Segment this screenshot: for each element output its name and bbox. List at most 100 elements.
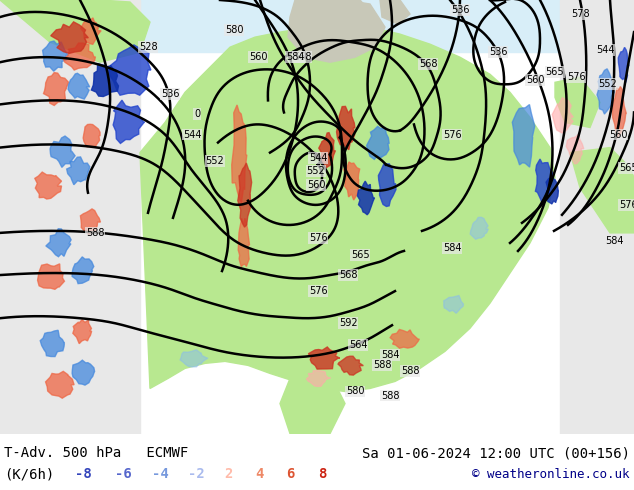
- Polygon shape: [50, 136, 75, 168]
- Text: 536: 536: [489, 47, 507, 57]
- Text: 560: 560: [249, 52, 268, 62]
- Polygon shape: [535, 159, 552, 204]
- Text: 552: 552: [307, 166, 325, 175]
- Text: -4: -4: [152, 467, 169, 482]
- Polygon shape: [612, 87, 626, 138]
- Polygon shape: [335, 0, 375, 32]
- Bar: [0, 0, 634, 52]
- Text: 6: 6: [286, 467, 294, 482]
- Polygon shape: [546, 173, 559, 204]
- Text: 584: 584: [605, 236, 623, 246]
- Polygon shape: [390, 329, 419, 348]
- Text: 528: 528: [139, 42, 157, 52]
- Polygon shape: [63, 43, 95, 70]
- Polygon shape: [67, 157, 90, 185]
- Text: 544: 544: [309, 152, 327, 163]
- Polygon shape: [555, 77, 600, 127]
- Text: 560: 560: [609, 129, 627, 140]
- Polygon shape: [40, 330, 65, 357]
- Polygon shape: [46, 229, 71, 257]
- Text: 584: 584: [443, 243, 462, 253]
- Polygon shape: [140, 24, 555, 392]
- Polygon shape: [0, 0, 150, 62]
- Text: 565: 565: [619, 163, 634, 172]
- Text: Sa 01-06-2024 12:00 UTC (00+156): Sa 01-06-2024 12:00 UTC (00+156): [362, 446, 630, 460]
- Polygon shape: [46, 371, 74, 398]
- Text: 576: 576: [309, 286, 327, 296]
- Polygon shape: [306, 370, 330, 387]
- Text: 2: 2: [224, 467, 233, 482]
- Text: © weatheronline.co.uk: © weatheronline.co.uk: [472, 468, 630, 481]
- Polygon shape: [338, 356, 363, 375]
- Text: 568: 568: [293, 52, 311, 62]
- Polygon shape: [238, 218, 250, 267]
- Text: 565: 565: [351, 250, 370, 260]
- Bar: [560, 0, 634, 434]
- Polygon shape: [358, 181, 375, 215]
- Text: 580: 580: [346, 387, 365, 396]
- Polygon shape: [597, 69, 614, 114]
- Bar: [0, 0, 140, 434]
- Polygon shape: [73, 320, 92, 343]
- Text: 564: 564: [349, 341, 367, 350]
- Text: 565: 565: [546, 67, 564, 77]
- Polygon shape: [344, 162, 359, 200]
- Text: -2: -2: [188, 467, 205, 482]
- Text: 0: 0: [194, 109, 200, 120]
- Polygon shape: [618, 48, 629, 82]
- Text: -6: -6: [115, 467, 132, 482]
- Polygon shape: [44, 73, 68, 105]
- Text: 4: 4: [255, 467, 263, 482]
- Polygon shape: [51, 22, 88, 53]
- Text: 536: 536: [451, 5, 469, 15]
- Text: 588: 588: [401, 367, 419, 376]
- Text: 568: 568: [339, 270, 357, 280]
- Polygon shape: [337, 106, 355, 150]
- Text: 588: 588: [381, 391, 399, 400]
- Polygon shape: [109, 45, 151, 95]
- Text: 8: 8: [318, 467, 327, 482]
- Text: 568: 568: [418, 59, 437, 69]
- Polygon shape: [81, 209, 100, 235]
- Polygon shape: [72, 257, 94, 284]
- Polygon shape: [68, 74, 89, 99]
- Polygon shape: [566, 134, 584, 164]
- Polygon shape: [280, 364, 345, 434]
- Text: 544: 544: [596, 45, 614, 55]
- Polygon shape: [319, 133, 335, 168]
- Polygon shape: [378, 164, 396, 206]
- Text: 576: 576: [443, 129, 462, 140]
- Text: -8: -8: [75, 467, 92, 482]
- Polygon shape: [35, 172, 61, 199]
- Text: 536: 536: [161, 89, 179, 99]
- Text: 588: 588: [86, 228, 104, 238]
- Polygon shape: [470, 217, 488, 239]
- Polygon shape: [288, 0, 385, 62]
- Text: 576: 576: [309, 233, 327, 243]
- Text: 580: 580: [224, 25, 243, 35]
- Text: 584: 584: [286, 52, 304, 62]
- Polygon shape: [81, 18, 101, 44]
- Text: (K/6h): (K/6h): [4, 467, 55, 482]
- Polygon shape: [180, 350, 208, 367]
- Polygon shape: [552, 98, 573, 133]
- Text: 560: 560: [526, 75, 544, 85]
- Polygon shape: [380, 0, 410, 24]
- Polygon shape: [444, 295, 463, 313]
- Polygon shape: [91, 64, 119, 97]
- Polygon shape: [366, 126, 389, 159]
- Text: 592: 592: [339, 318, 358, 328]
- Polygon shape: [83, 124, 100, 147]
- Text: 584: 584: [381, 350, 399, 360]
- Polygon shape: [570, 147, 634, 233]
- Text: 588: 588: [373, 360, 391, 370]
- Polygon shape: [231, 105, 247, 203]
- Polygon shape: [512, 104, 534, 167]
- Text: 552: 552: [598, 79, 618, 89]
- Polygon shape: [308, 347, 340, 369]
- Text: 576: 576: [619, 200, 634, 210]
- Polygon shape: [72, 360, 94, 385]
- Text: 552: 552: [205, 156, 224, 166]
- Polygon shape: [37, 264, 65, 289]
- Polygon shape: [42, 41, 68, 71]
